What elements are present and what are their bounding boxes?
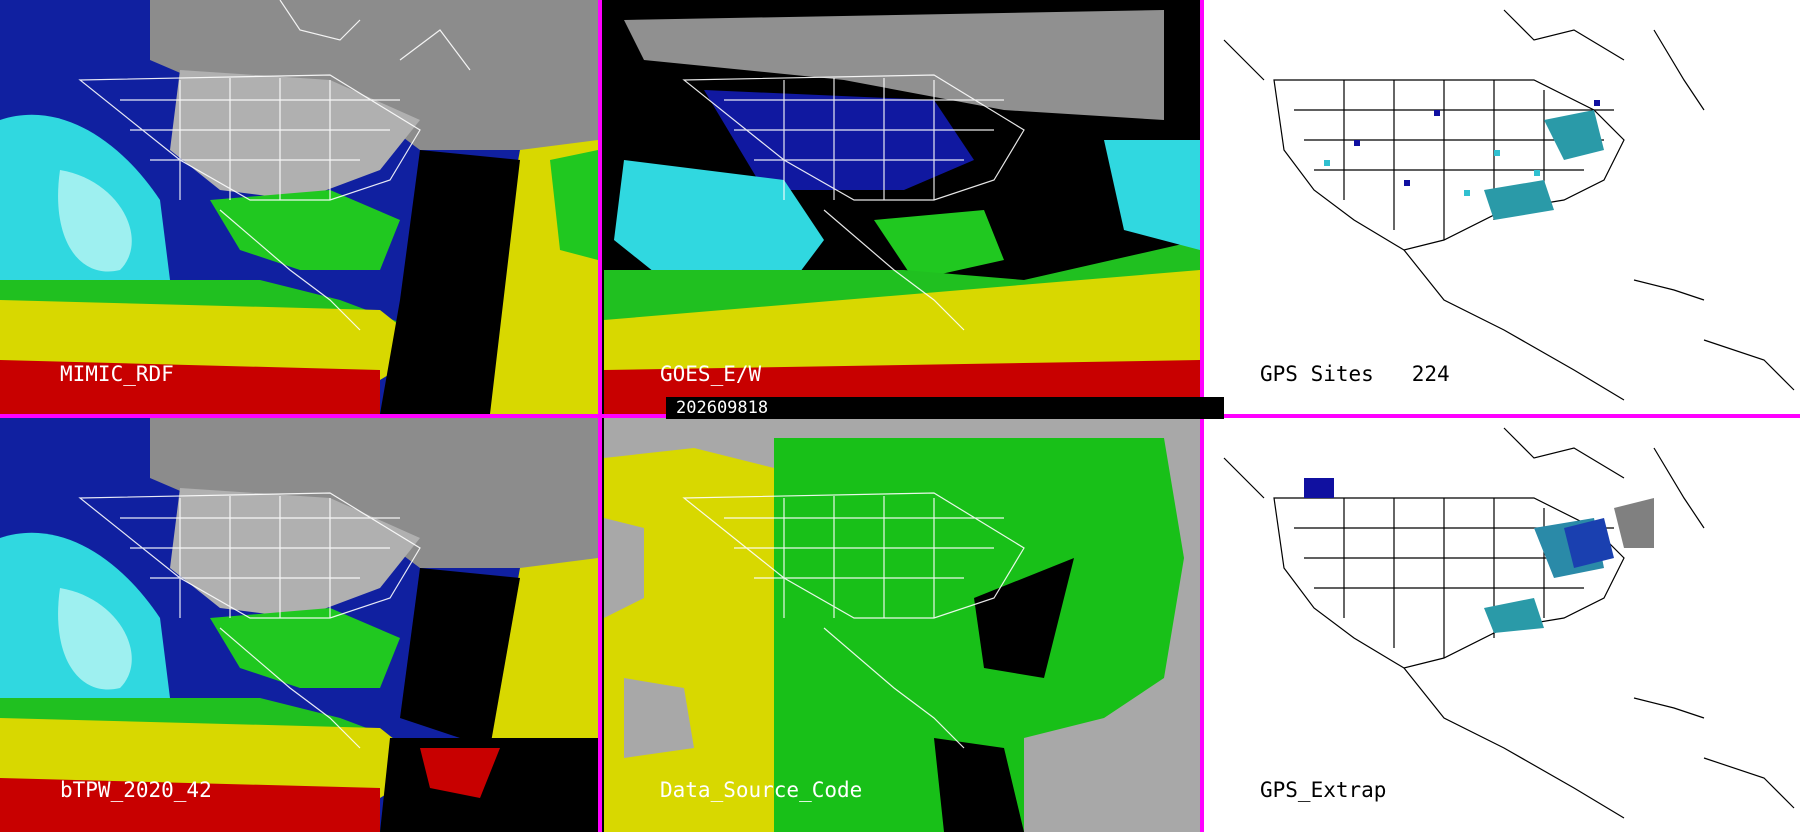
panel-btpw: bTPW_2020_42 [0,418,598,832]
timestamp-bar: 202609818 [666,397,1224,419]
panel-mimic-rdf: MIMIC_RDF [0,0,598,414]
moisture-map [0,418,598,832]
divider-vertical-right-lower [1200,418,1204,832]
panel-gps-extrap: GPS_Extrap [1204,418,1800,832]
timestamp-text: 202609818 [676,398,769,418]
panel-label: GPS Sites 224 [1260,362,1450,386]
gps-extrap-map [1204,418,1800,832]
moisture-map [0,0,598,414]
panel-label: MIMIC_RDF [60,362,174,386]
panel-goes-ew: GOES_E/W [604,0,1200,414]
source-code-map [604,418,1200,832]
panel-label: GPS_Extrap [1260,778,1387,802]
panel-gps-sites: GPS Sites 224 [1204,0,1800,414]
panel-data-source-code: Data_Source_Code [604,418,1200,832]
moisture-map [604,0,1200,414]
panel-label: Data_Source_Code [660,778,863,802]
panel-label: GOES_E/W [660,362,762,386]
divider-vertical-right [1200,0,1204,414]
panel-label: bTPW_2020_42 [60,778,212,802]
gps-site-map [1204,0,1800,414]
